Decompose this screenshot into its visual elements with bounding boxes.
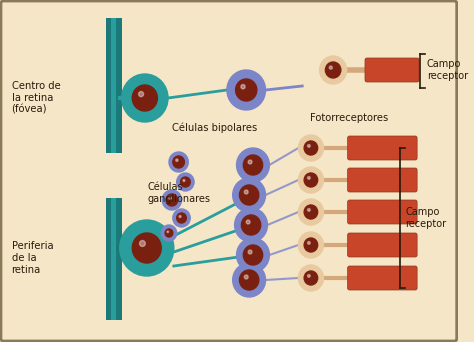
Circle shape	[308, 145, 310, 147]
Circle shape	[173, 156, 184, 168]
Bar	[116, 198, 122, 320]
Circle shape	[179, 215, 181, 218]
Circle shape	[132, 233, 161, 263]
Text: Células
ganglionares: Células ganglionares	[148, 182, 211, 204]
Circle shape	[122, 74, 168, 122]
Circle shape	[138, 92, 144, 97]
Circle shape	[139, 240, 146, 247]
Circle shape	[304, 173, 318, 187]
Circle shape	[173, 209, 190, 227]
Circle shape	[236, 79, 257, 101]
Text: Periferia
de la
retina: Periferia de la retina	[11, 241, 53, 275]
FancyBboxPatch shape	[347, 136, 417, 160]
Circle shape	[233, 263, 265, 297]
Circle shape	[298, 232, 323, 258]
Circle shape	[308, 275, 310, 277]
Circle shape	[165, 229, 173, 237]
Circle shape	[169, 152, 188, 172]
Bar	[116, 18, 122, 153]
Circle shape	[233, 178, 265, 212]
Circle shape	[161, 225, 177, 241]
Circle shape	[308, 241, 310, 244]
Circle shape	[304, 271, 318, 285]
Circle shape	[167, 231, 169, 233]
Circle shape	[246, 220, 250, 224]
Circle shape	[162, 190, 182, 210]
FancyBboxPatch shape	[347, 168, 417, 192]
Circle shape	[298, 135, 323, 161]
Circle shape	[132, 85, 157, 111]
Bar	[106, 198, 112, 320]
Circle shape	[239, 270, 259, 290]
Circle shape	[248, 250, 252, 254]
Circle shape	[325, 62, 341, 78]
Circle shape	[243, 245, 263, 265]
Text: Campo
receptor: Campo receptor	[427, 59, 468, 81]
Bar	[111, 198, 117, 320]
Text: Centro de
la retina
(fóvea): Centro de la retina (fóvea)	[11, 81, 60, 115]
Circle shape	[304, 238, 318, 252]
Circle shape	[304, 141, 318, 155]
Circle shape	[298, 167, 323, 193]
Circle shape	[308, 176, 310, 179]
Circle shape	[244, 275, 248, 279]
Circle shape	[120, 220, 174, 276]
Circle shape	[239, 185, 259, 205]
Circle shape	[227, 70, 265, 110]
Circle shape	[241, 215, 261, 235]
Circle shape	[244, 190, 248, 194]
FancyBboxPatch shape	[347, 200, 417, 224]
Circle shape	[241, 84, 245, 89]
Bar	[106, 18, 112, 153]
Circle shape	[298, 199, 323, 225]
Circle shape	[237, 238, 269, 272]
Text: Fotorreceptores: Fotorreceptores	[310, 113, 389, 123]
Circle shape	[243, 155, 263, 175]
FancyBboxPatch shape	[347, 233, 417, 257]
FancyBboxPatch shape	[347, 266, 417, 290]
Text: Campo
receptor: Campo receptor	[406, 207, 447, 229]
Circle shape	[237, 148, 269, 182]
Circle shape	[177, 173, 194, 191]
Circle shape	[177, 213, 186, 223]
Circle shape	[183, 180, 185, 182]
Bar	[111, 18, 117, 153]
Circle shape	[329, 66, 332, 69]
Circle shape	[298, 265, 323, 291]
Circle shape	[176, 159, 178, 161]
FancyBboxPatch shape	[1, 1, 457, 341]
Text: Células bipolares: Células bipolares	[172, 123, 257, 133]
Circle shape	[248, 160, 252, 164]
Circle shape	[181, 177, 190, 187]
Circle shape	[166, 194, 178, 206]
FancyBboxPatch shape	[365, 58, 419, 82]
Circle shape	[319, 56, 346, 84]
Circle shape	[304, 205, 318, 219]
Circle shape	[308, 209, 310, 211]
Circle shape	[235, 208, 267, 242]
Circle shape	[169, 197, 171, 199]
